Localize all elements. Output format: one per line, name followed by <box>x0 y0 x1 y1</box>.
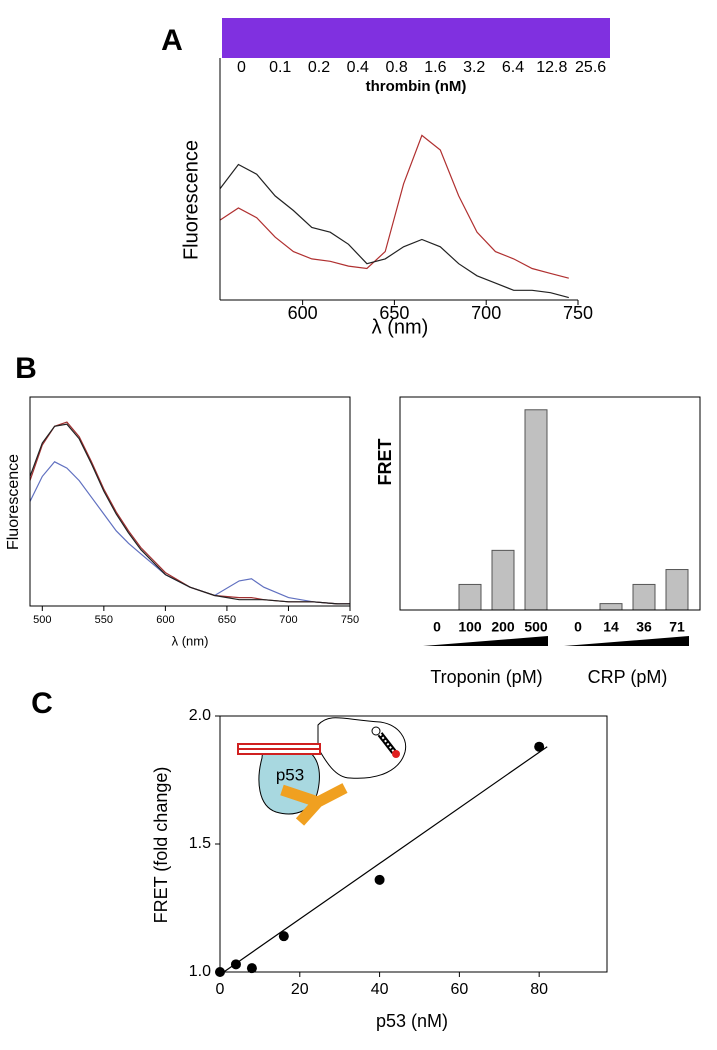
x-tick-label: 20 <box>291 981 309 998</box>
y-axis-label: Fluorescence <box>180 140 202 260</box>
x-tick-label: 650 <box>379 303 409 323</box>
spot-label: 0.8 <box>385 59 407 76</box>
category-label: 500 <box>524 619 548 635</box>
ramp-wedge <box>423 636 548 646</box>
x-tick-label: 700 <box>279 614 297 626</box>
x-tick-label: 550 <box>95 614 113 626</box>
spectrum-line <box>29 461 350 605</box>
x-tick-label: 650 <box>218 614 236 626</box>
x-axis-label: λ (nm) <box>372 316 429 338</box>
x-tick-label: 60 <box>450 981 468 998</box>
bar <box>491 549 515 611</box>
spot-label: 0.4 <box>347 59 369 76</box>
spot-label: 3.2 <box>463 59 485 76</box>
bar <box>524 409 548 611</box>
x-tick-label: 600 <box>288 303 318 323</box>
spectrum-line <box>29 423 350 605</box>
ramp-wedge <box>564 636 689 646</box>
inset-label: p53 <box>276 765 304 784</box>
x-tick-label: 750 <box>563 303 593 323</box>
y-tick-label: 1.0 <box>189 963 211 980</box>
spot-label: 0.2 <box>308 59 330 76</box>
category-label: 71 <box>669 619 685 635</box>
group-label: CRP (pM) <box>588 667 668 687</box>
fit-line <box>219 746 548 976</box>
y-tick-label: 2.0 <box>189 707 211 724</box>
strip-title: thrombin (nM) <box>366 78 467 95</box>
panel-letter: B <box>15 352 37 385</box>
spectrum-line <box>219 134 569 279</box>
panel-letter: C <box>31 687 53 720</box>
spot-label: 6.4 <box>502 59 524 76</box>
bar <box>599 603 623 611</box>
point <box>278 931 289 942</box>
spot-label: 12.8 <box>536 59 567 76</box>
plot-frame <box>219 715 608 973</box>
x-axis-label: λ (nm) <box>172 633 209 648</box>
spot-label: 1.6 <box>424 59 446 76</box>
plot-frame <box>399 396 701 611</box>
spot-strip <box>222 18 610 58</box>
y-axis-label: FRET (fold change) <box>151 767 171 924</box>
x-tick-label: 40 <box>371 981 389 998</box>
point <box>534 741 545 752</box>
y-axis-label: Fluorescence <box>5 454 22 550</box>
spot-label: 25.6 <box>575 59 606 76</box>
y-axis-label: FRET <box>375 439 395 486</box>
spectrum-line <box>29 421 350 605</box>
x-tick-label: 0 <box>216 981 225 998</box>
category-label: 100 <box>458 619 482 635</box>
x-tick-label: 80 <box>530 981 548 998</box>
bar <box>665 569 689 611</box>
y-tick-label: 1.5 <box>189 835 211 852</box>
x-tick-label: 700 <box>471 303 501 323</box>
category-label: 0 <box>574 619 582 635</box>
x-axis-label: p53 (nM) <box>376 1011 448 1031</box>
point <box>374 874 385 885</box>
spectrum-line <box>219 163 569 299</box>
group-label: Troponin (pM) <box>430 667 542 687</box>
x-tick-label: 600 <box>156 614 174 626</box>
category-label: 36 <box>636 619 652 635</box>
spot-label: 0 <box>237 59 246 76</box>
x-tick-label: 500 <box>33 614 51 626</box>
category-label: 0 <box>433 619 441 635</box>
point <box>246 963 257 974</box>
plot-frame <box>29 396 351 607</box>
panel-letter: A <box>161 24 183 57</box>
spot-label: 0.1 <box>269 59 291 76</box>
inset-diagram: p53 <box>237 717 407 826</box>
bar <box>632 583 656 611</box>
category-label: 200 <box>491 619 515 635</box>
bar <box>458 583 482 611</box>
x-tick-label: 750 <box>341 614 359 626</box>
category-label: 14 <box>603 619 619 635</box>
